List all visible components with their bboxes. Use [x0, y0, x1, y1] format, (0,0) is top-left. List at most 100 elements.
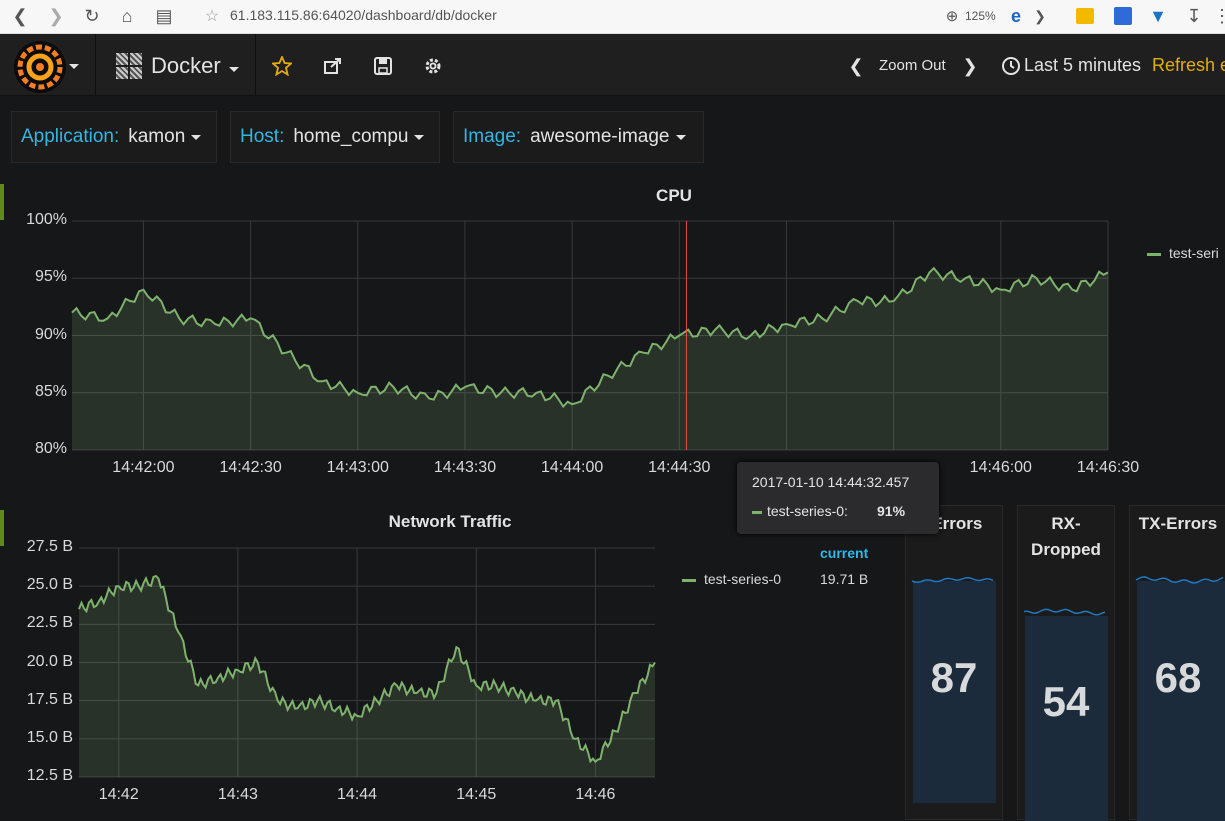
stat-panel-rx-dropped[interactable]: RX- Dropped 54	[1017, 505, 1115, 821]
row-collapse-marker[interactable]	[0, 184, 4, 220]
menu-icon[interactable]: ⋮	[1213, 5, 1225, 26]
x-tick-label: 14:44:30	[648, 459, 711, 476]
stat-panel-rx-errors[interactable]: -Errors 87	[905, 505, 1003, 820]
x-tick-label: 14:42	[98, 786, 139, 803]
tooltip-value: 91%	[877, 503, 906, 519]
back-icon[interactable]: ❮	[12, 5, 28, 26]
caret-down-icon[interactable]	[675, 134, 686, 140]
x-tick-label: 14:42:30	[219, 459, 282, 476]
dashboard-title[interactable]: Docker	[151, 53, 221, 78]
sparkline	[1023, 608, 1106, 616]
variable-label: Image:	[463, 126, 522, 147]
y-tick-label: 85%	[34, 382, 67, 400]
wallet-icon[interactable]	[1073, 4, 1097, 28]
navbar-divider	[255, 34, 256, 96]
zoom-out-button[interactable]: Zoom Out	[879, 57, 946, 74]
x-tick-label: 14:45	[456, 786, 497, 803]
grafana-logo-icon[interactable]	[14, 41, 66, 93]
stat-value: 87	[930, 654, 978, 701]
stat-title-line2: Dropped	[1031, 540, 1101, 559]
legend-swatch	[752, 510, 762, 514]
stat-title: TX-Errors	[1138, 514, 1218, 533]
variable-value[interactable]: kamon	[128, 126, 186, 147]
save-icon[interactable]	[369, 52, 397, 80]
share-icon[interactable]	[319, 52, 347, 80]
stat-value: 68	[1154, 654, 1202, 701]
cpu-legend-item[interactable]: test-seri	[1147, 245, 1219, 261]
home-icon[interactable]: ⌂	[121, 5, 133, 26]
row-collapse-marker[interactable]	[0, 510, 4, 546]
navbar-divider	[95, 34, 96, 96]
grafana-navbar	[0, 34, 1225, 96]
variable-application[interactable]: Application: kamon	[11, 111, 217, 163]
graph-tooltip: 2017-01-10 14:44:32.457 test-series-0: 9…	[737, 462, 939, 534]
ie-compat-icon[interactable]: e	[1010, 5, 1021, 26]
series-area-fill	[72, 268, 1108, 450]
x-tick-label: 14:43:30	[433, 459, 497, 476]
title-caret-icon[interactable]	[229, 67, 239, 72]
network-legend-item[interactable]: test-series-0	[682, 571, 781, 587]
time-range-picker[interactable]: Last 5 minutes	[1024, 55, 1142, 75]
translate-icon[interactable]	[1111, 4, 1135, 28]
y-tick-label: 25.0 B	[26, 576, 73, 594]
y-tick-label: 20.0 B	[26, 652, 73, 670]
reader-icon[interactable]: ▤	[155, 5, 173, 26]
legend-current-value: 19.71 B	[820, 571, 869, 587]
sparkline	[911, 576, 994, 584]
refresh-picker[interactable]: Refresh e	[1152, 55, 1225, 75]
chevron-right-icon[interactable]: ❯	[962, 55, 978, 76]
variable-image[interactable]: Image: awesome-image	[453, 111, 704, 163]
y-tick-label: 15.0 B	[26, 728, 73, 746]
y-tick-label: 22.5 B	[26, 614, 73, 632]
legend-column-header[interactable]: current	[820, 545, 869, 561]
tooltip-series-name: test-series-0:	[767, 503, 848, 519]
y-tick-label: 17.5 B	[26, 690, 73, 708]
address-bar[interactable]: 61.183.115.86:64020/dashboard/db/docker	[230, 7, 497, 23]
shield-icon[interactable]: ▼	[1149, 5, 1167, 26]
y-tick-label: 27.5 B	[26, 538, 73, 555]
bookmark-star-icon[interactable]: ☆	[204, 8, 220, 25]
forward-icon[interactable]: ❯	[48, 5, 64, 26]
variable-label: Host:	[240, 126, 285, 147]
x-tick-label: 14:46:00	[969, 459, 1032, 476]
series-area-fill	[79, 576, 655, 777]
legend-swatch	[682, 578, 696, 582]
caret-down-icon[interactable]	[414, 134, 425, 140]
cpu-panel-title[interactable]: CPU	[656, 186, 692, 205]
download-icon[interactable]: ↧	[1186, 5, 1202, 26]
tooltip-series: test-series-0:	[752, 503, 848, 519]
stat-value: 54	[1042, 678, 1090, 725]
x-tick-label: 14:42:00	[112, 459, 175, 476]
variable-value[interactable]: awesome-image	[530, 126, 670, 147]
gear-icon[interactable]	[419, 52, 447, 80]
zoom-level: 125%	[965, 9, 996, 23]
legend-swatch	[1147, 252, 1161, 256]
caret-down-icon[interactable]	[191, 134, 202, 140]
stat-panel-tx-errors[interactable]: TX-Errors 68	[1129, 505, 1225, 821]
logo-caret-icon[interactable]	[69, 64, 79, 69]
reload-icon[interactable]: ↻	[84, 5, 100, 26]
stat-sparkline-fill	[1025, 616, 1108, 821]
legend-series-name: test-seri	[1169, 245, 1219, 261]
y-tick-label: 100%	[26, 211, 67, 228]
y-tick-label: 95%	[34, 268, 67, 286]
variable-host[interactable]: Host: home_compu	[230, 111, 440, 163]
series-line	[71, 266, 1109, 409]
zoom-icon[interactable]: ⊕	[945, 8, 959, 25]
chevron-right-icon[interactable]: ❯	[1034, 7, 1046, 24]
star-icon[interactable]	[268, 52, 296, 80]
variable-label: Application:	[21, 126, 120, 147]
variable-value[interactable]: home_compu	[293, 126, 409, 147]
clock-icon	[997, 52, 1025, 80]
y-tick-label: 80%	[34, 440, 67, 457]
dashboard-grid-icon[interactable]	[116, 53, 142, 79]
x-tick-label: 14:46:30	[1076, 459, 1140, 476]
network-panel-title[interactable]: Network Traffic	[388, 512, 512, 531]
x-tick-label: 14:44:00	[540, 459, 604, 476]
stat-sparkline-fill	[1137, 581, 1225, 821]
chevron-left-icon[interactable]: ❮	[848, 55, 864, 76]
x-tick-label: 14:43:00	[326, 459, 389, 476]
